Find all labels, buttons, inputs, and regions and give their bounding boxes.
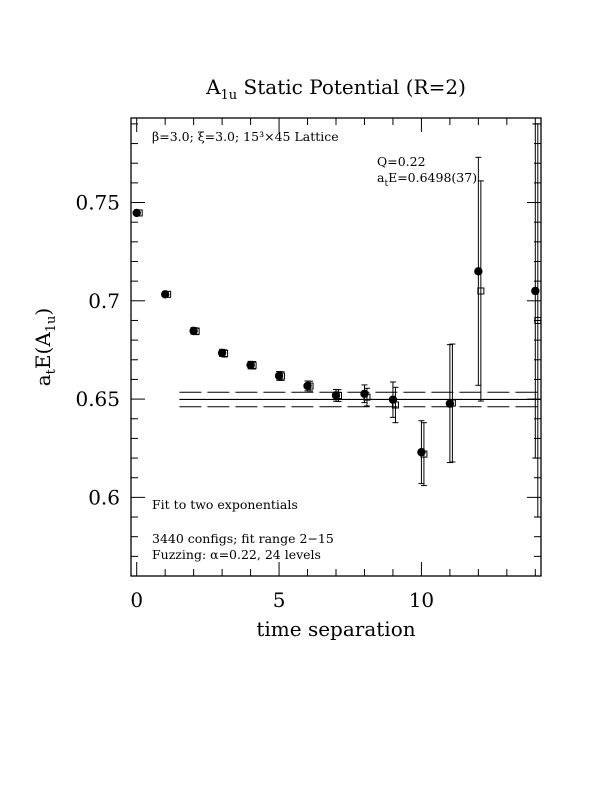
lattice-annotation: β=3.0; ξ=3.0; 15³×45 Lattice (152, 129, 339, 144)
data-point (335, 392, 342, 400)
x-tick-label: 5 (273, 588, 286, 612)
fit-band (179, 391, 541, 408)
x-axis-label: time separation (256, 617, 415, 641)
data-point (221, 349, 229, 357)
y-axis-label: atE(A1u) (31, 308, 59, 387)
y-tick-label: 0.7 (88, 289, 120, 313)
q-annotation: Q=0.22 (377, 154, 426, 169)
chart-title: A1u Static Potential (R=2) (205, 75, 466, 103)
data-markers (132, 208, 542, 458)
data-point (477, 287, 485, 295)
tick-labels: 0 5 10 0.6 0.65 0.7 0.75 (75, 191, 434, 612)
data-point (135, 209, 143, 217)
data-point (192, 327, 200, 335)
energy-annotation: atE=0.6498(37) (377, 170, 477, 189)
y-tick-label: 0.75 (75, 191, 120, 215)
data-point (249, 361, 257, 369)
data-point (391, 401, 399, 409)
fuzzing-annotation: Fuzzing: α=0.22, 24 levels (152, 547, 321, 562)
configs-annotation: 3440 configs; fit range 2−15 (152, 531, 334, 546)
data-point (363, 393, 371, 401)
fit-type-annotation: Fit to two exponentials (152, 497, 298, 512)
error-bars (190, 123, 541, 518)
x-tick-label: 10 (409, 588, 434, 612)
data-point (534, 316, 542, 324)
data-point (420, 450, 428, 458)
data-point (306, 382, 314, 390)
data-point (474, 267, 483, 276)
data-point (448, 399, 456, 407)
data-point (531, 286, 540, 296)
y-tick-label: 0.65 (75, 387, 120, 411)
data-point (278, 372, 286, 380)
y-tick-label: 0.6 (88, 485, 120, 509)
x-tick-label: 0 (130, 588, 143, 612)
data-point (164, 290, 172, 298)
